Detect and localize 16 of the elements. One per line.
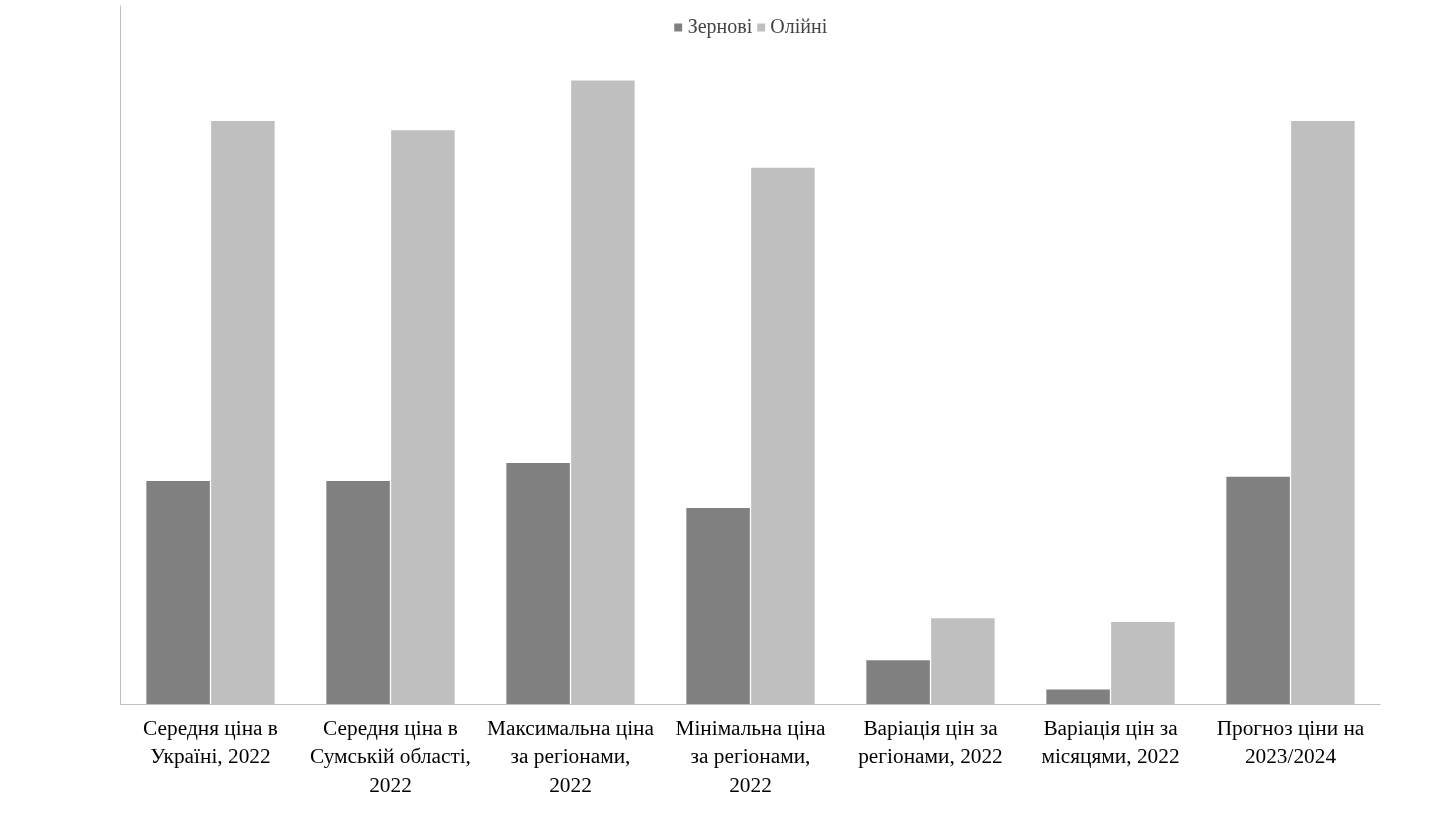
legend-label: Олійні — [770, 15, 828, 38]
legend-label: Зернові — [687, 15, 753, 38]
bar — [866, 660, 930, 705]
bar — [146, 481, 210, 705]
x-tick-label: Варіація цін за місяцями, 2022 — [1041, 715, 1180, 769]
x-tick-label: Мінімальна ціна за регіонами, 2022 — [675, 715, 827, 798]
bar — [686, 507, 750, 705]
bar — [326, 481, 390, 705]
bar — [1226, 476, 1290, 705]
x-tick-label: Середня ціна в Сумській області, 2022 — [310, 715, 471, 798]
bar — [1046, 689, 1110, 705]
bar — [506, 462, 570, 705]
x-tick-label: Прогноз ціни на 2023/2024 — [1216, 715, 1365, 769]
x-tick-label: Середня ціна в Україні, 2022 — [143, 715, 278, 769]
x-tick-label: Максимальна ціна за регіонами, 2022 — [487, 715, 655, 798]
x-tick-label: Варіація цін за регіонами, 2022 — [858, 715, 1003, 769]
